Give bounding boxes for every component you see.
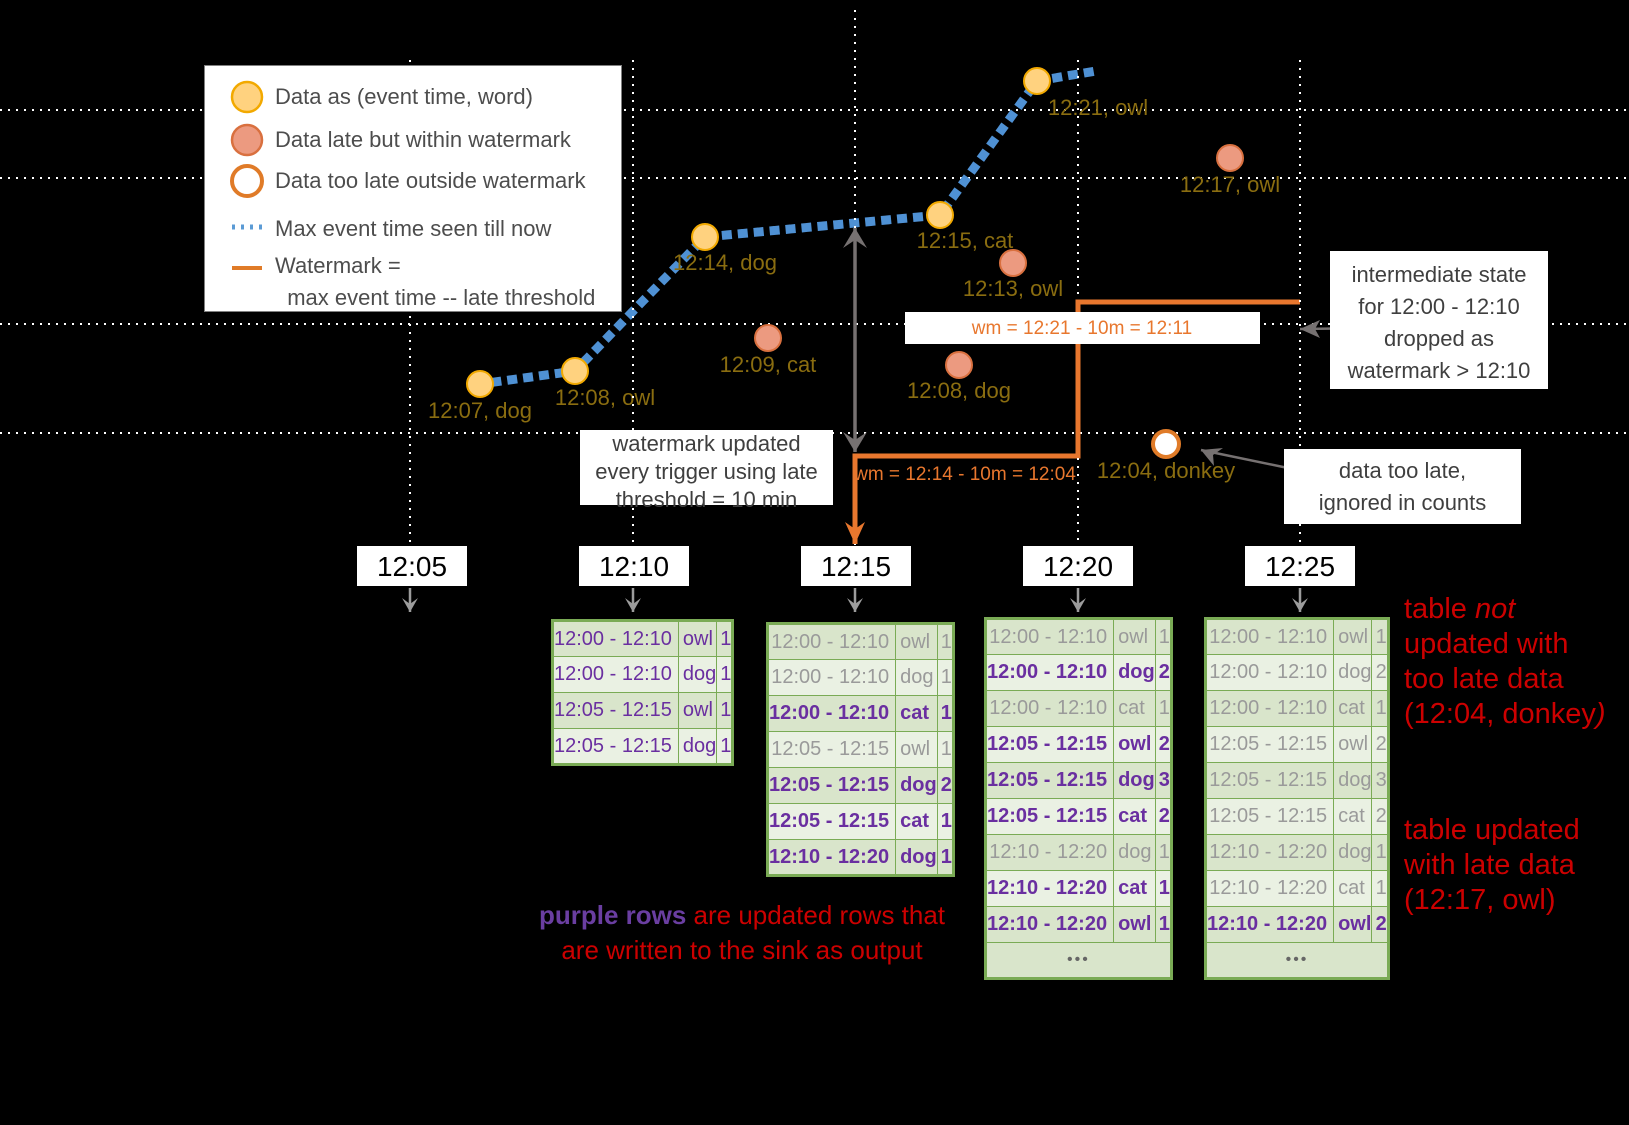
svg-text:12:07, dog: 12:07, dog [428,398,532,423]
svg-text:wm = 12:21 - 10m = 12:11: wm = 12:21 - 10m = 12:11 [971,318,1192,339]
svg-text:12:15, cat: 12:15, cat [917,228,1014,253]
svg-text:12:09, cat: 12:09, cat [720,352,817,377]
svg-text:12:14, dog: 12:14, dog [673,250,777,275]
svg-text:12:13, owl: 12:13, owl [963,276,1063,301]
svg-text:12:08, owl: 12:08, owl [555,385,655,410]
svg-text:12:21, owl: 12:21, owl [1048,95,1148,120]
svg-text:12:17, owl: 12:17, owl [1180,172,1280,197]
svg-text:12:04, donkey: 12:04, donkey [1097,458,1235,483]
svg-text:12:08, dog: 12:08, dog [907,378,1011,403]
svg-text:wm = 12:14 - 10m = 12:04: wm = 12:14 - 10m = 12:04 [853,464,1076,485]
